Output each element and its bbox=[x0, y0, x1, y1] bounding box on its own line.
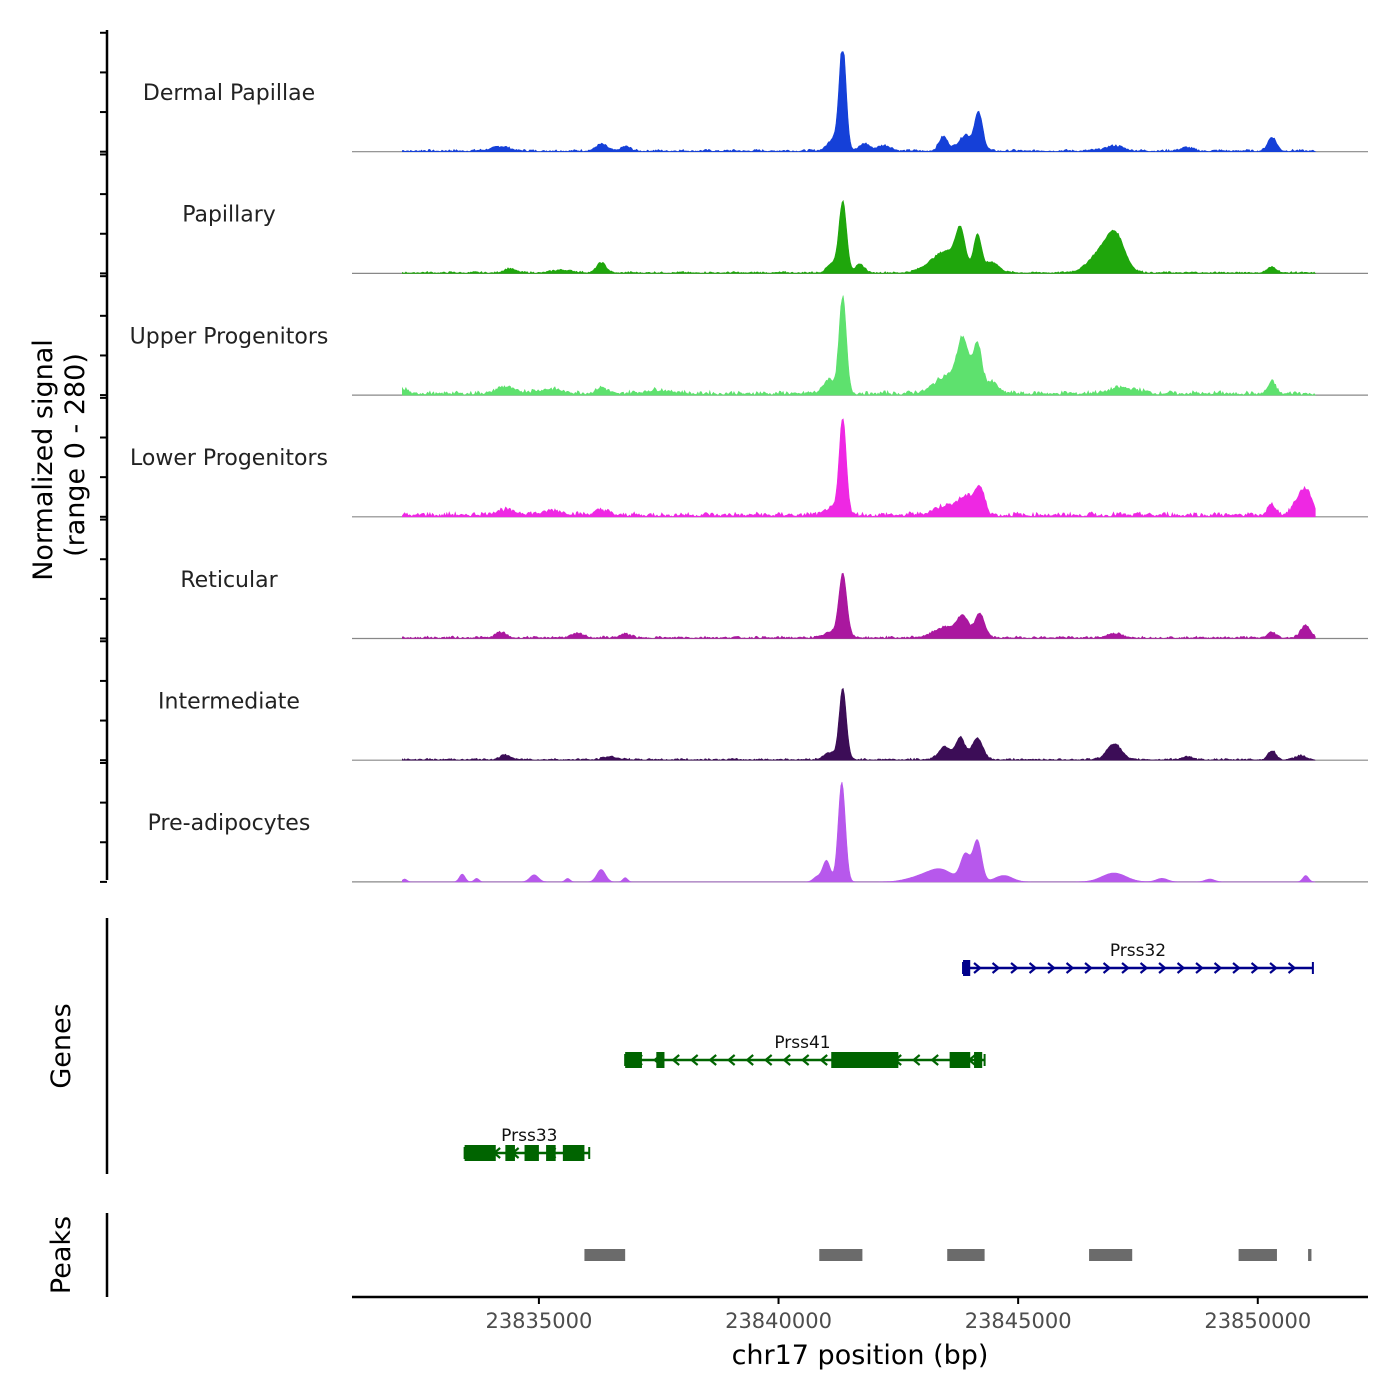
strand-arrow bbox=[726, 1054, 736, 1066]
strand-arrow bbox=[911, 1054, 921, 1066]
gene-exon bbox=[546, 1145, 556, 1161]
track-label: Dermal Papillae bbox=[143, 81, 315, 106]
strand-arrow bbox=[819, 1054, 828, 1066]
strand-arrow bbox=[800, 1054, 810, 1066]
x-tick-label: 23850000 bbox=[1204, 1309, 1311, 1333]
track-label: Reticular bbox=[180, 568, 278, 593]
gene-exon bbox=[464, 1145, 496, 1161]
track-label: Pre-adipocytes bbox=[148, 811, 311, 836]
signal-panel: Dermal Papillae Papillary Upper Progenitor… bbox=[100, 30, 1368, 883]
strand-arrow bbox=[930, 1054, 939, 1066]
strand-arrow bbox=[763, 1054, 773, 1066]
x-axis-title: chr17 position (bp) bbox=[732, 1340, 989, 1371]
strand-arrow bbox=[973, 962, 982, 974]
strand-arrow bbox=[1028, 962, 1038, 974]
genes-panel: Prss32 Prss41 Prss33 bbox=[105, 918, 1314, 1174]
strand-arrow bbox=[1176, 962, 1186, 974]
y-axis-label: Normalized signal bbox=[28, 339, 59, 581]
gene-label: Prss33 bbox=[501, 1126, 557, 1146]
gene-label: Prss32 bbox=[1110, 941, 1166, 961]
gene-exon bbox=[963, 960, 971, 976]
signal-area bbox=[402, 572, 1316, 639]
strand-arrow bbox=[1287, 962, 1297, 974]
gene-exon bbox=[524, 1145, 539, 1161]
peak-region bbox=[1238, 1249, 1277, 1261]
strand-arrow bbox=[1102, 962, 1112, 974]
strand-arrow bbox=[689, 1054, 699, 1066]
strand-arrow bbox=[1232, 962, 1241, 974]
peaks-panel bbox=[105, 1213, 1312, 1297]
track-intermediate: Intermediate bbox=[158, 687, 1368, 761]
x-axis: 23835000 23840000 23845000 23850000 bbox=[352, 1295, 1368, 1333]
gene-exon bbox=[625, 1052, 642, 1068]
strand-arrow bbox=[1121, 962, 1130, 974]
peak-region bbox=[1089, 1249, 1133, 1261]
strand-arrow bbox=[1269, 962, 1278, 974]
strand-arrow bbox=[745, 1054, 754, 1066]
x-tick-label: 23840000 bbox=[725, 1309, 832, 1333]
strand-arrow bbox=[671, 1054, 680, 1066]
strand-arrow bbox=[1213, 962, 1223, 974]
track-dermal-papillae: Dermal Papillae bbox=[143, 51, 1368, 153]
gene-prss33: Prss33 bbox=[463, 1126, 591, 1161]
strand-arrow bbox=[991, 962, 1001, 974]
peak-region bbox=[819, 1249, 863, 1261]
x-tick-label: 23835000 bbox=[485, 1309, 592, 1333]
gene-prss41: Prss41 bbox=[624, 1033, 986, 1068]
track-label: Intermediate bbox=[158, 690, 300, 715]
track-label: Lower Progenitors bbox=[130, 446, 328, 471]
strand-arrow bbox=[1139, 962, 1149, 974]
strand-arrow bbox=[1047, 962, 1056, 974]
gene-prss32: Prss32 bbox=[962, 941, 1314, 976]
gene-exon bbox=[974, 1052, 983, 1068]
gene-exon bbox=[505, 1145, 515, 1161]
x-tick-label: 23845000 bbox=[965, 1309, 1072, 1333]
strand-arrow bbox=[1065, 962, 1075, 974]
gene-exon bbox=[562, 1145, 585, 1161]
track-upper-progenitors: Upper Progenitors bbox=[130, 295, 1368, 396]
y-axis-range-label: (range 0 - 280) bbox=[60, 353, 91, 557]
track-label: Upper Progenitors bbox=[130, 324, 329, 349]
strand-arrow bbox=[1250, 962, 1260, 974]
signal-area bbox=[402, 687, 1316, 761]
signal-area bbox=[402, 781, 1316, 883]
signal-area bbox=[402, 295, 1316, 396]
signal-area bbox=[402, 199, 1316, 274]
strand-arrow bbox=[782, 1054, 791, 1066]
gene-label: Prss41 bbox=[774, 1033, 830, 1053]
signal-area bbox=[402, 418, 1316, 518]
track-papillary: Papillary bbox=[182, 199, 1368, 274]
peak-region bbox=[584, 1249, 626, 1261]
track-label: Papillary bbox=[182, 203, 276, 228]
gene-exon bbox=[656, 1052, 665, 1068]
track-reticular: Reticular bbox=[180, 568, 1368, 640]
track-pre-adipocytes: Pre-adipocytes bbox=[148, 781, 1368, 883]
strand-arrow bbox=[1084, 962, 1093, 974]
strand-arrow bbox=[1010, 962, 1019, 974]
gene-exon bbox=[831, 1052, 899, 1068]
peaks-axis-label: Peaks bbox=[46, 1216, 77, 1294]
track-lower-progenitors: Lower Progenitors bbox=[130, 418, 1368, 518]
strand-arrow bbox=[1158, 962, 1167, 974]
peak-region bbox=[947, 1249, 985, 1261]
strand-arrow bbox=[1195, 962, 1204, 974]
signal-area bbox=[402, 51, 1317, 153]
peak-region bbox=[1308, 1249, 1312, 1261]
genes-axis-label: Genes bbox=[46, 1003, 77, 1088]
gene-exon bbox=[949, 1052, 971, 1068]
strand-arrow bbox=[708, 1054, 717, 1066]
